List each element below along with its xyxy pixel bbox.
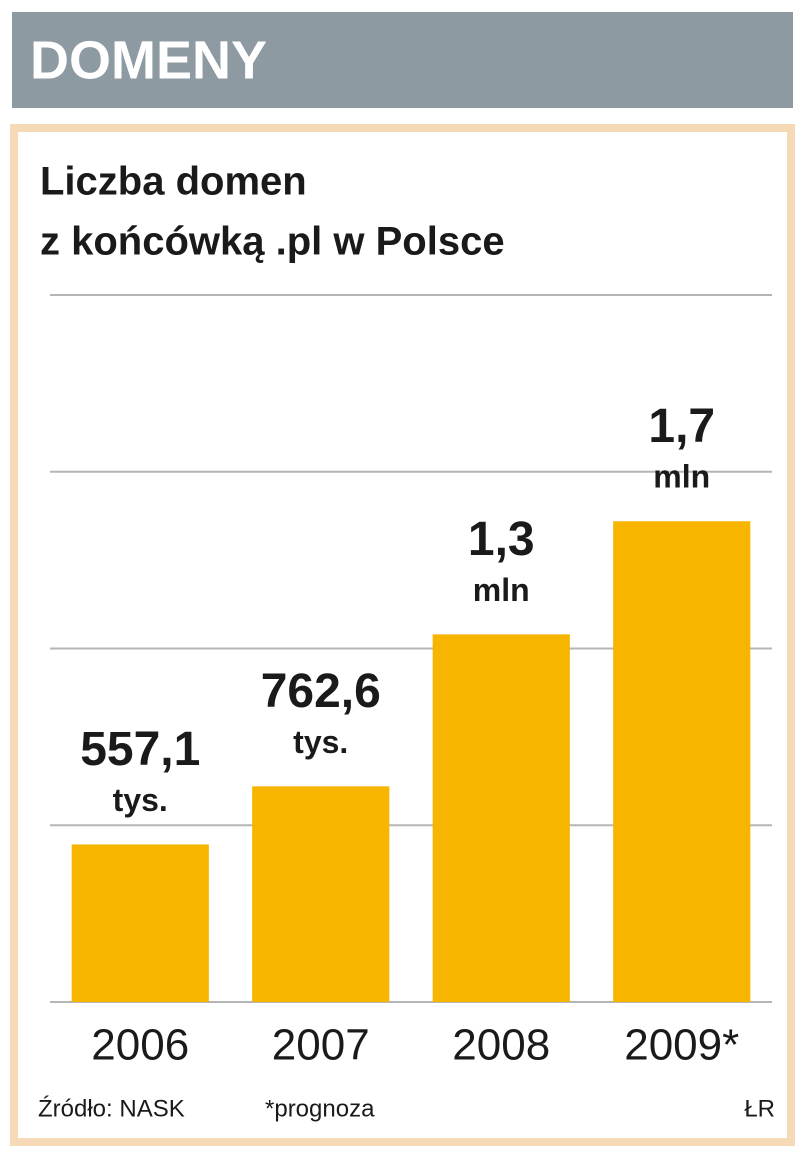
value-label-unit: tys. [293, 724, 348, 760]
value-label: 1,3 [468, 513, 535, 566]
chart-title: z końcówką .pl w Polsce [40, 220, 505, 264]
x-tick-label: 2006 [91, 1021, 189, 1070]
header-title: DOMENY [30, 30, 267, 90]
value-label: 1,7 [648, 400, 715, 453]
header-bar [12, 12, 793, 108]
value-label-unit: tys. [113, 782, 168, 818]
x-tick-label: 2009* [624, 1021, 739, 1070]
value-label: 557,1 [80, 723, 200, 776]
value-label-unit: mln [653, 459, 710, 495]
note: *prognoza [265, 1095, 375, 1122]
bar [613, 521, 751, 1002]
x-tick-label: 2007 [272, 1021, 370, 1070]
bar [71, 844, 209, 1002]
author: ŁR [744, 1095, 775, 1122]
bar [432, 634, 570, 1002]
chart-title: Liczba domen [40, 160, 307, 204]
bar [252, 786, 390, 1002]
value-label: 762,6 [261, 665, 381, 718]
x-tick-label: 2008 [452, 1021, 550, 1070]
source: Źródło: NASK [38, 1095, 185, 1122]
value-label-unit: mln [473, 572, 530, 608]
